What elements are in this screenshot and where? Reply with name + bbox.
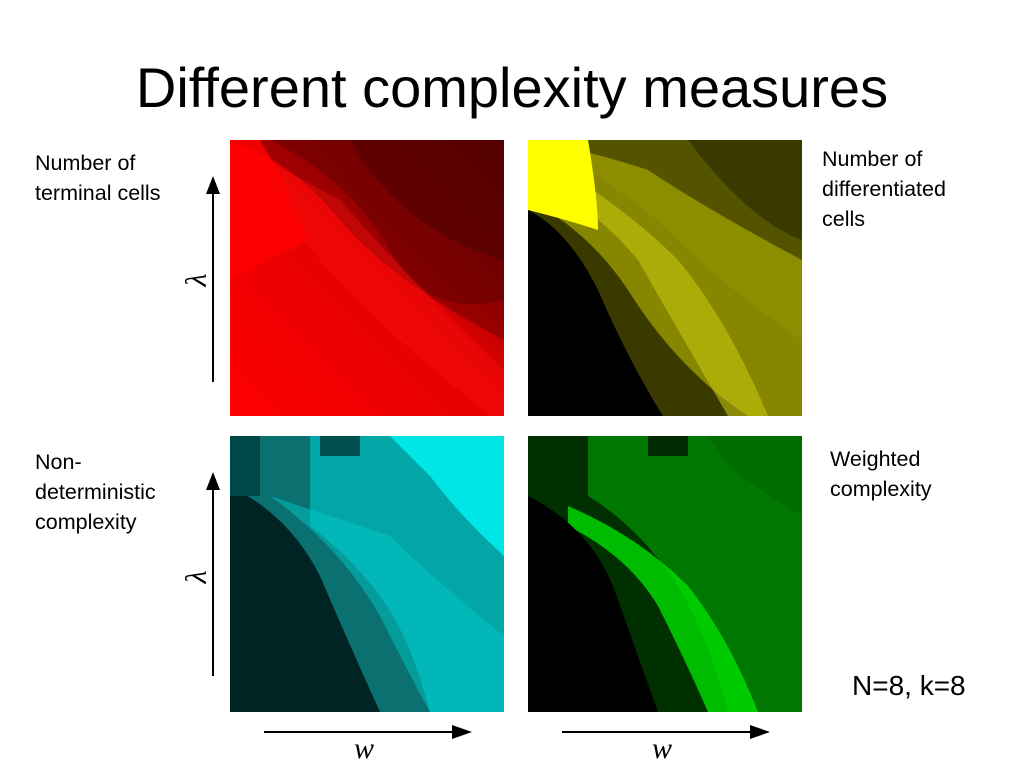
heatmap-differentiated-cells bbox=[528, 140, 802, 416]
x-axis-label-left: w bbox=[354, 732, 375, 765]
label-weighted-complexity: Weighted complexity bbox=[830, 444, 932, 504]
y-axis-arrow-bottom bbox=[206, 472, 220, 676]
label-line: Number of bbox=[35, 151, 136, 175]
y-axis-arrow-top bbox=[206, 176, 220, 382]
label-line: complexity bbox=[35, 510, 137, 534]
y-axis-label-bottom: λ bbox=[180, 570, 213, 584]
y-axis-label-top: λ bbox=[180, 273, 213, 287]
label-line: cells bbox=[822, 207, 866, 231]
label-line: Non- bbox=[35, 450, 82, 474]
x-axis-arrow-left bbox=[264, 725, 472, 739]
label-line: complexity bbox=[830, 477, 932, 501]
heatmap-terminal-cells bbox=[230, 140, 504, 416]
heatmap-weighted-complexity bbox=[528, 436, 802, 712]
label-differentiated-cells: Number of differentiated cells bbox=[822, 144, 946, 234]
slide-title: Different complexity measures bbox=[135, 56, 889, 119]
x-axis-arrow-right bbox=[562, 725, 770, 739]
label-line: differentiated bbox=[822, 177, 946, 201]
label-line: Number of bbox=[822, 147, 923, 171]
heatmap-nondeterministic-complexity bbox=[230, 436, 504, 712]
label-line: deterministic bbox=[35, 480, 156, 504]
label-terminal-cells: Number of terminal cells bbox=[35, 148, 160, 208]
label-line: terminal cells bbox=[35, 181, 161, 205]
x-axis-label-right: w bbox=[652, 732, 673, 765]
label-line: Weighted bbox=[830, 447, 921, 471]
parameter-note: N=8, k=8 bbox=[852, 670, 966, 701]
label-nondeterministic-complexity: Non- deterministic complexity bbox=[35, 447, 156, 537]
